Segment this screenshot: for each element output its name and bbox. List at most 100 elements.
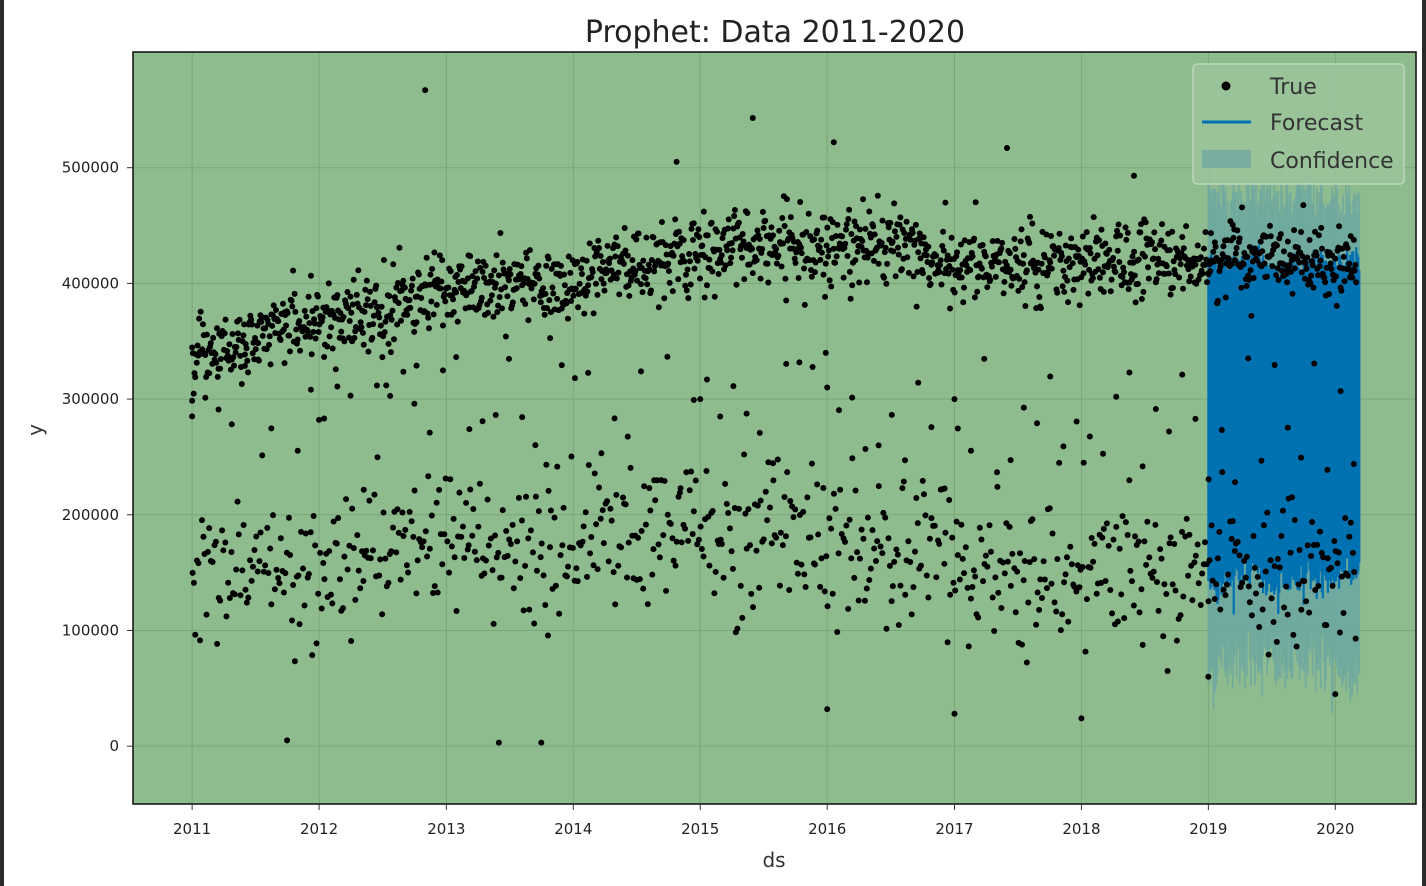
true-point	[308, 351, 315, 358]
true-point	[565, 253, 572, 260]
true-point	[1053, 608, 1060, 615]
true-point	[1068, 561, 1075, 568]
x-tick-label: 2019	[1189, 820, 1227, 838]
true-point	[1116, 545, 1123, 552]
true-point	[649, 571, 656, 578]
true-point	[662, 242, 669, 249]
true-point	[822, 293, 829, 300]
true-point	[1260, 522, 1267, 529]
true-point	[1220, 243, 1227, 250]
true-point	[1298, 228, 1305, 235]
x-tick-label: 2012	[300, 820, 338, 838]
true-point	[638, 528, 645, 535]
true-point	[1258, 457, 1265, 464]
true-point	[915, 235, 922, 242]
true-point	[765, 459, 772, 466]
true-point	[1107, 288, 1114, 295]
x-tick-label: 2015	[681, 820, 719, 838]
true-point	[1191, 559, 1198, 566]
true-point	[971, 235, 978, 242]
true-point	[240, 332, 247, 339]
true-point	[1219, 469, 1226, 476]
true-point	[782, 533, 789, 540]
true-point	[999, 239, 1006, 246]
true-point	[724, 225, 731, 232]
true-point	[632, 268, 639, 275]
true-point	[1316, 263, 1323, 270]
true-point	[891, 228, 898, 235]
true-point	[301, 307, 308, 314]
true-point	[463, 499, 470, 506]
true-point	[1222, 592, 1229, 599]
true-point	[447, 268, 454, 275]
true-point	[824, 224, 831, 231]
y-tick-label: 300000	[62, 390, 119, 408]
true-point	[726, 525, 733, 532]
true-point	[1209, 577, 1216, 584]
true-point	[717, 413, 724, 420]
true-point	[940, 247, 947, 254]
true-point	[1034, 589, 1041, 596]
true-point	[615, 562, 622, 569]
true-point	[887, 219, 894, 226]
true-point	[696, 233, 703, 240]
true-point	[844, 252, 851, 259]
true-point	[1020, 260, 1027, 267]
true-point	[725, 509, 732, 516]
true-point	[826, 515, 833, 522]
true-point	[646, 485, 653, 492]
true-point	[408, 518, 415, 525]
true-point	[1143, 561, 1150, 568]
true-point	[288, 297, 295, 304]
true-point	[1307, 279, 1314, 286]
true-point	[542, 601, 549, 608]
true-point	[1344, 245, 1351, 252]
true-point	[451, 554, 458, 561]
true-point	[1166, 428, 1173, 435]
true-point	[222, 539, 229, 546]
true-point	[390, 261, 397, 268]
true-point	[1179, 234, 1186, 241]
true-point	[784, 469, 791, 476]
true-point	[824, 603, 831, 610]
true-point	[879, 550, 886, 557]
true-point	[698, 545, 705, 552]
true-point	[464, 275, 471, 282]
true-point	[853, 223, 860, 230]
true-point	[742, 510, 749, 517]
true-point	[749, 270, 756, 277]
true-point	[618, 544, 625, 551]
true-point	[651, 268, 658, 275]
true-point	[1250, 532, 1257, 539]
true-point	[1351, 568, 1358, 575]
true-point	[937, 257, 944, 264]
true-point	[277, 336, 284, 343]
true-point	[332, 366, 339, 373]
true-point	[798, 250, 805, 257]
true-point	[863, 279, 870, 286]
true-point	[408, 282, 415, 289]
true-point	[1100, 269, 1107, 276]
true-point	[596, 484, 603, 491]
true-point	[301, 602, 308, 609]
true-point	[1120, 269, 1127, 276]
true-point	[706, 562, 713, 569]
true-point	[825, 247, 832, 254]
true-point	[565, 563, 572, 570]
true-point	[1301, 578, 1308, 585]
true-point	[522, 562, 529, 569]
true-point	[1166, 270, 1173, 277]
true-point	[293, 326, 300, 333]
true-point	[413, 590, 420, 597]
true-point	[703, 282, 710, 289]
true-point	[561, 282, 568, 289]
true-point	[775, 252, 782, 259]
true-point	[1114, 227, 1121, 234]
true-point	[238, 380, 245, 387]
true-point	[1091, 540, 1098, 547]
true-point	[370, 312, 377, 319]
true-point	[276, 580, 283, 587]
true-point	[762, 488, 769, 495]
true-point	[284, 310, 291, 317]
true-point	[1108, 276, 1115, 283]
